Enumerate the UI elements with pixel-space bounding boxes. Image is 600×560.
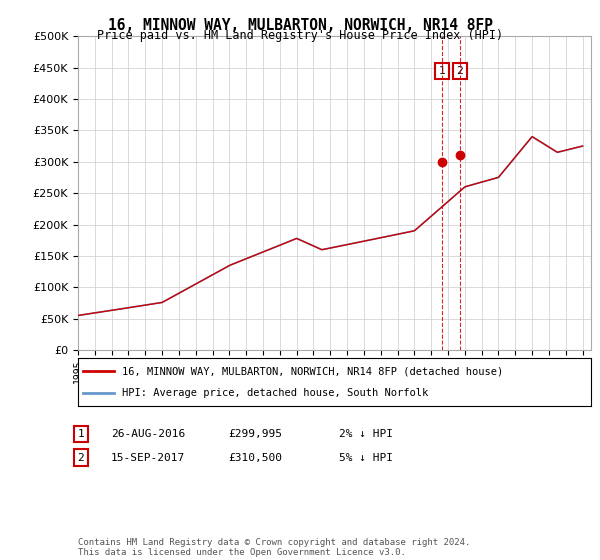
Text: 16, MINNOW WAY, MULBARTON, NORWICH, NR14 8FP (detached house): 16, MINNOW WAY, MULBARTON, NORWICH, NR14…: [122, 366, 503, 376]
Text: 1: 1: [77, 429, 85, 439]
Text: 2: 2: [457, 66, 463, 76]
Text: £299,995: £299,995: [228, 429, 282, 439]
Text: 15-SEP-2017: 15-SEP-2017: [111, 452, 185, 463]
Text: 2: 2: [77, 452, 85, 463]
Text: 26-AUG-2016: 26-AUG-2016: [111, 429, 185, 439]
Text: 16, MINNOW WAY, MULBARTON, NORWICH, NR14 8FP: 16, MINNOW WAY, MULBARTON, NORWICH, NR14…: [107, 18, 493, 33]
Text: 5% ↓ HPI: 5% ↓ HPI: [339, 452, 393, 463]
Text: HPI: Average price, detached house, South Norfolk: HPI: Average price, detached house, Sout…: [122, 388, 428, 398]
Text: Price paid vs. HM Land Registry's House Price Index (HPI): Price paid vs. HM Land Registry's House …: [97, 29, 503, 42]
Text: 2% ↓ HPI: 2% ↓ HPI: [339, 429, 393, 439]
Text: £310,500: £310,500: [228, 452, 282, 463]
Text: Contains HM Land Registry data © Crown copyright and database right 2024.
This d: Contains HM Land Registry data © Crown c…: [78, 538, 470, 557]
Text: 1: 1: [439, 66, 446, 76]
